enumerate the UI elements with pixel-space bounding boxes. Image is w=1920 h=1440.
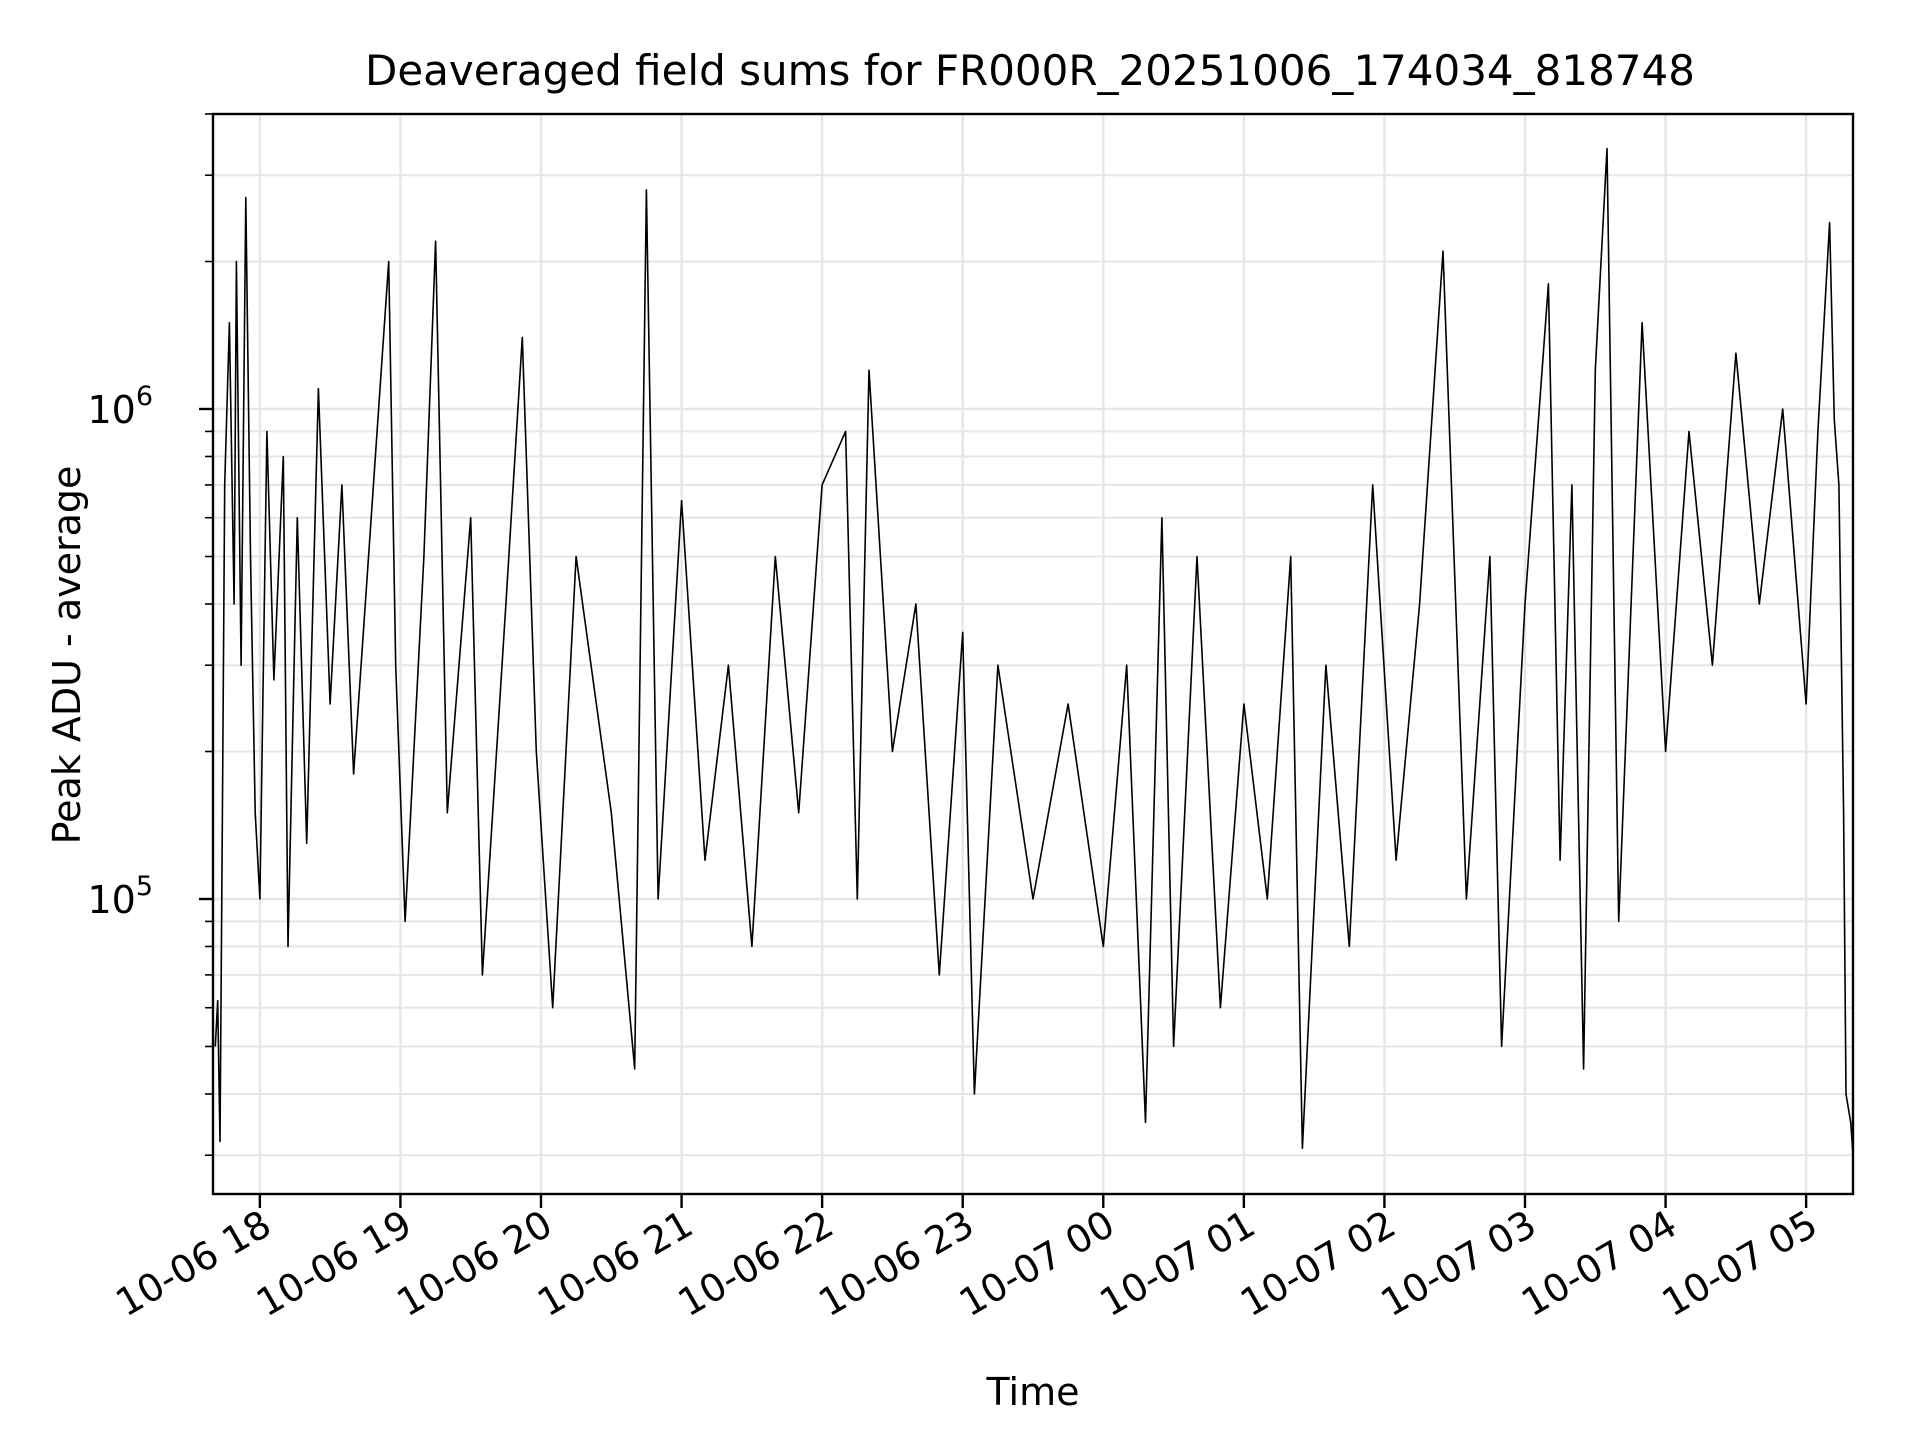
y-axis-label: Peak ADU - average bbox=[45, 466, 89, 845]
y-axis: 105 106 bbox=[87, 113, 213, 1157]
y-tick-label: 106 bbox=[87, 381, 153, 432]
y-tick-label: 105 bbox=[87, 871, 153, 922]
x-axis-label: Time bbox=[986, 1370, 1080, 1414]
data-series bbox=[214, 147, 1854, 1156]
plot-frame bbox=[211, 112, 1855, 1196]
chart-title: Deaveraged field sums for FR000R_2025100… bbox=[365, 46, 1695, 95]
series-line bbox=[214, 147, 1854, 1156]
